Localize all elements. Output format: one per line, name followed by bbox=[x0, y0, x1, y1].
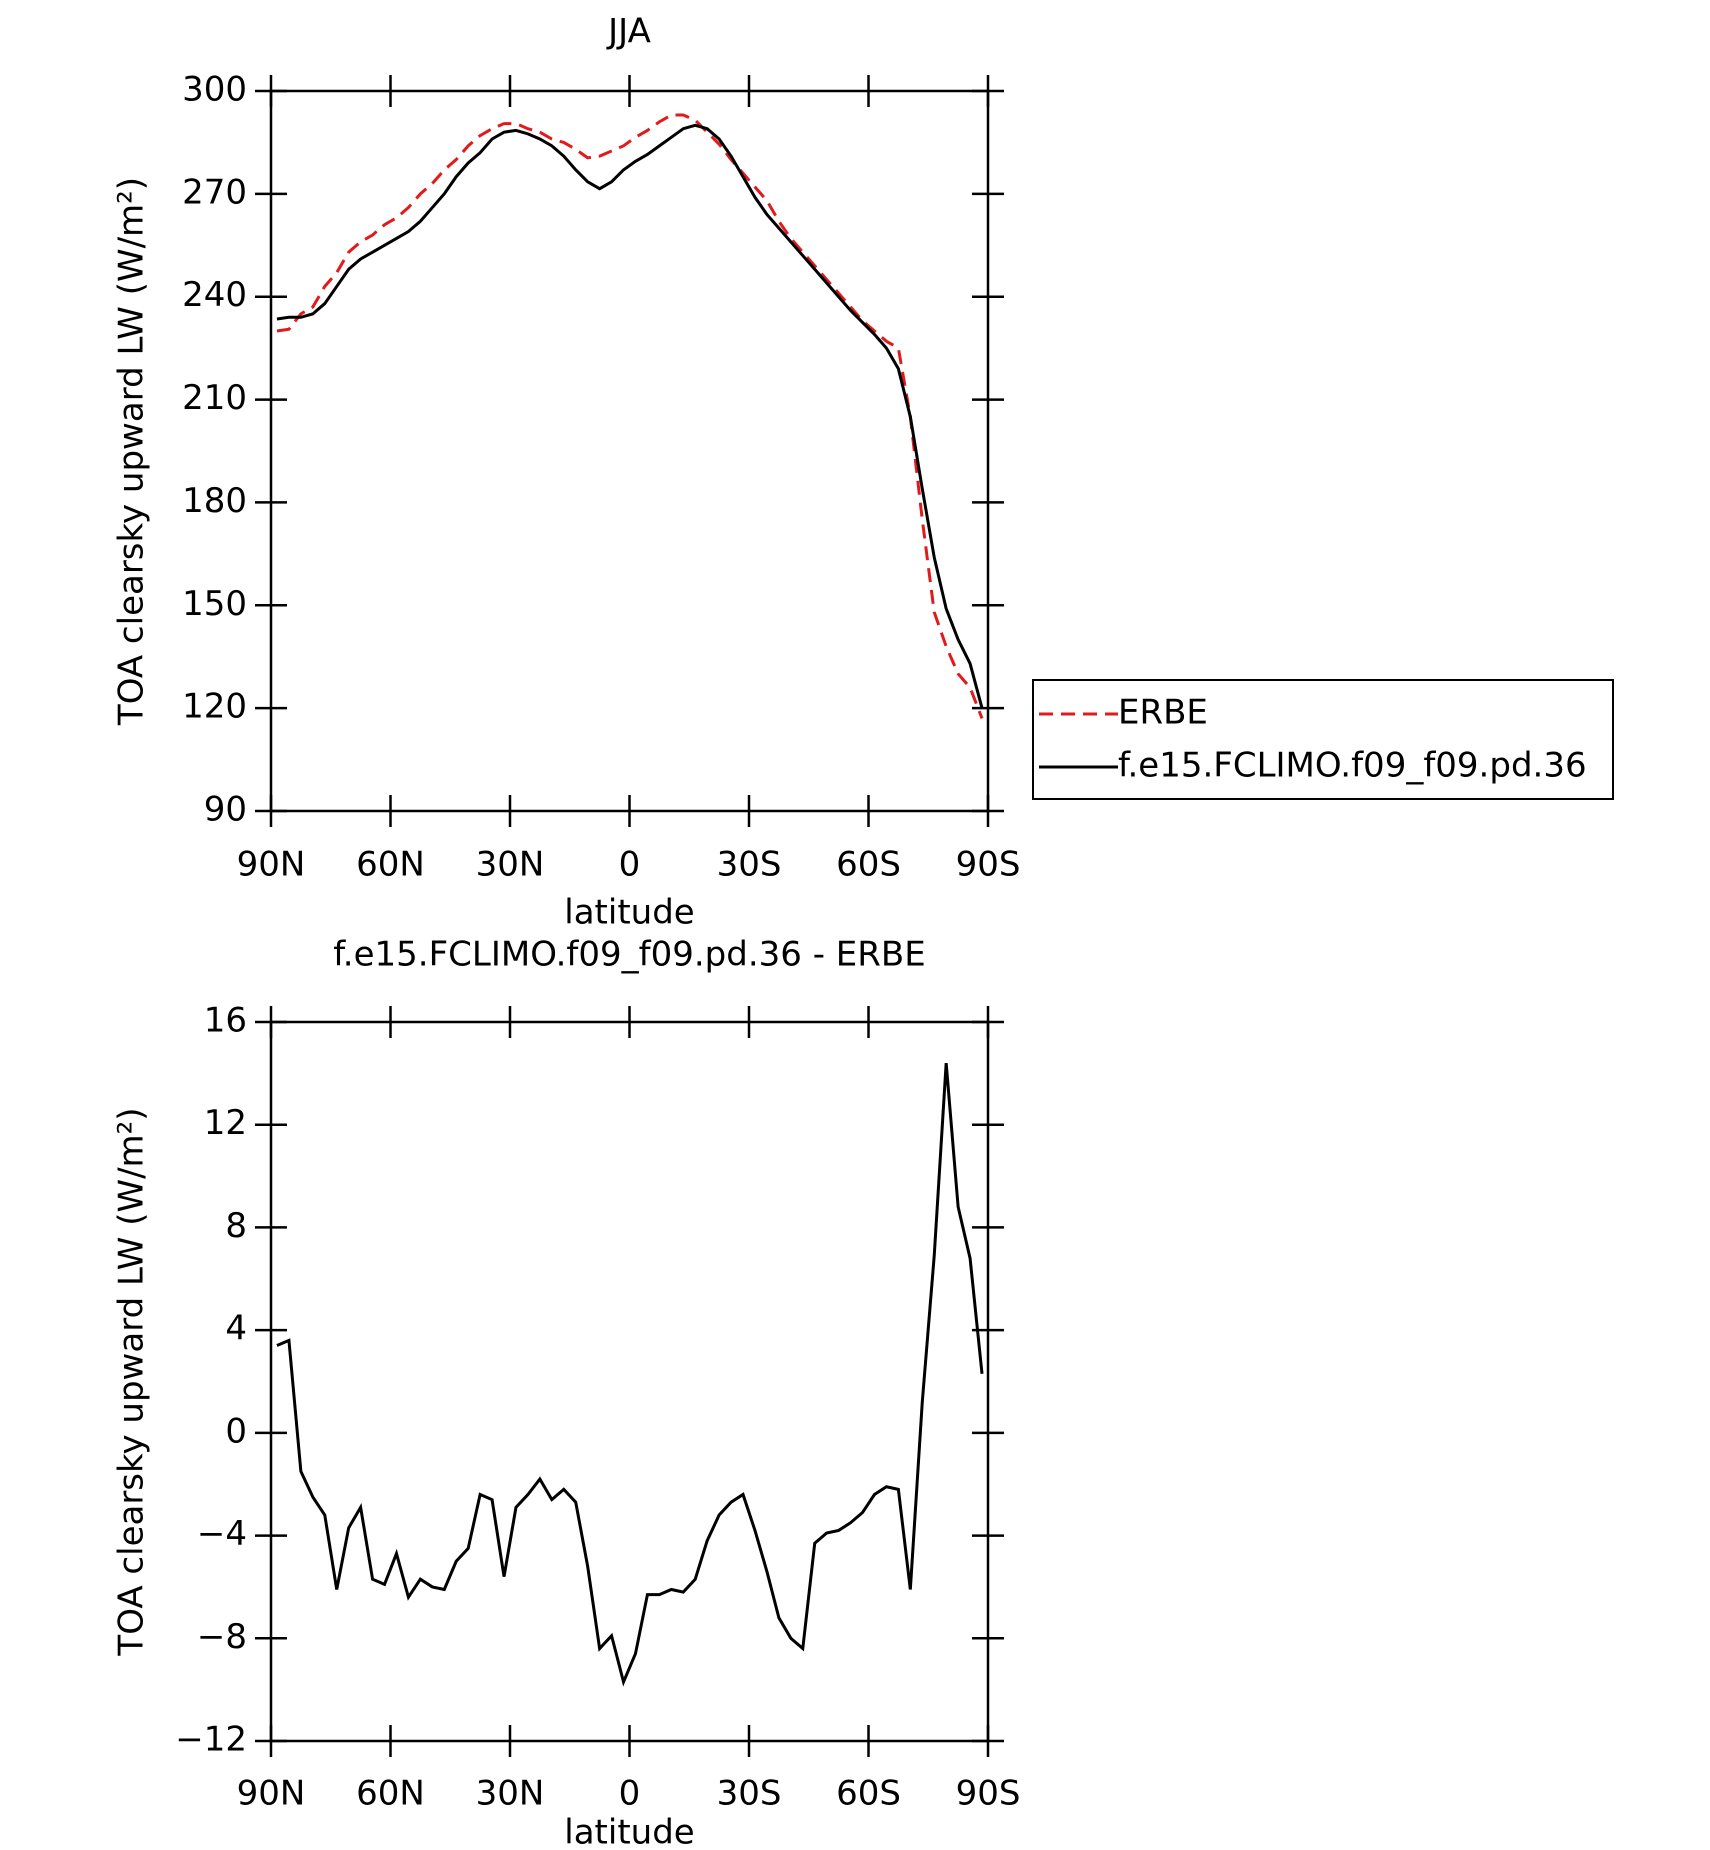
x-tick-label: 30N bbox=[476, 1774, 545, 1814]
y-tick-label: 300 bbox=[182, 70, 247, 110]
x-tick-label: 0 bbox=[619, 1774, 641, 1814]
y-tick-label: −8 bbox=[197, 1617, 247, 1657]
chart-title: JJA bbox=[606, 12, 651, 52]
y-tick-label: 90 bbox=[204, 790, 247, 830]
y-tick-label: 270 bbox=[182, 172, 247, 212]
y-tick-label: 240 bbox=[182, 275, 247, 315]
data-line bbox=[276, 123, 984, 709]
x-tick-label: 60N bbox=[356, 845, 425, 885]
x-tick-label: 90N bbox=[237, 1774, 306, 1814]
y-axis-label: TOA clearsky upward LW (W/m²) bbox=[112, 1107, 152, 1656]
x-tick-label: 60S bbox=[836, 1774, 901, 1814]
x-tick-label: 90S bbox=[956, 1774, 1021, 1814]
chart-title: f.e15.FCLIMO.f09_f09.pd.36 - ERBE bbox=[333, 935, 925, 975]
y-tick-label: 180 bbox=[182, 481, 247, 521]
x-tick-label: 90N bbox=[237, 845, 306, 885]
x-axis-label: latitude bbox=[564, 893, 694, 933]
legend-label: ERBE bbox=[1118, 693, 1208, 733]
y-axis-label: TOA clearsky upward LW (W/m²) bbox=[112, 177, 152, 726]
y-tick-label: 120 bbox=[182, 687, 247, 727]
legend-box bbox=[1032, 679, 1614, 800]
y-tick-label: 150 bbox=[182, 584, 247, 624]
y-tick-label: −12 bbox=[175, 1720, 247, 1760]
x-tick-label: 30S bbox=[717, 1774, 782, 1814]
data-line bbox=[276, 113, 984, 719]
x-tick-label: 30N bbox=[476, 845, 545, 885]
y-tick-label: 8 bbox=[225, 1206, 247, 1246]
plot-frame bbox=[269, 1020, 990, 1743]
x-tick-label: 30S bbox=[717, 845, 782, 885]
y-tick-label: −4 bbox=[197, 1514, 247, 1554]
y-tick-label: 16 bbox=[204, 1001, 247, 1041]
x-tick-label: 60S bbox=[836, 845, 901, 885]
x-axis-label: latitude bbox=[564, 1813, 694, 1850]
x-tick-label: 60N bbox=[356, 1774, 425, 1814]
data-line bbox=[276, 1062, 984, 1687]
y-tick-label: 12 bbox=[204, 1103, 247, 1143]
plot-frame bbox=[269, 89, 990, 813]
y-tick-label: 210 bbox=[182, 378, 247, 418]
y-tick-label: 0 bbox=[225, 1411, 247, 1451]
x-tick-label: 90S bbox=[956, 845, 1021, 885]
y-tick-label: 4 bbox=[225, 1309, 247, 1349]
x-tick-label: 0 bbox=[619, 845, 641, 885]
legend-label: f.e15.FCLIMO.f09_f09.pd.36 bbox=[1118, 746, 1587, 786]
